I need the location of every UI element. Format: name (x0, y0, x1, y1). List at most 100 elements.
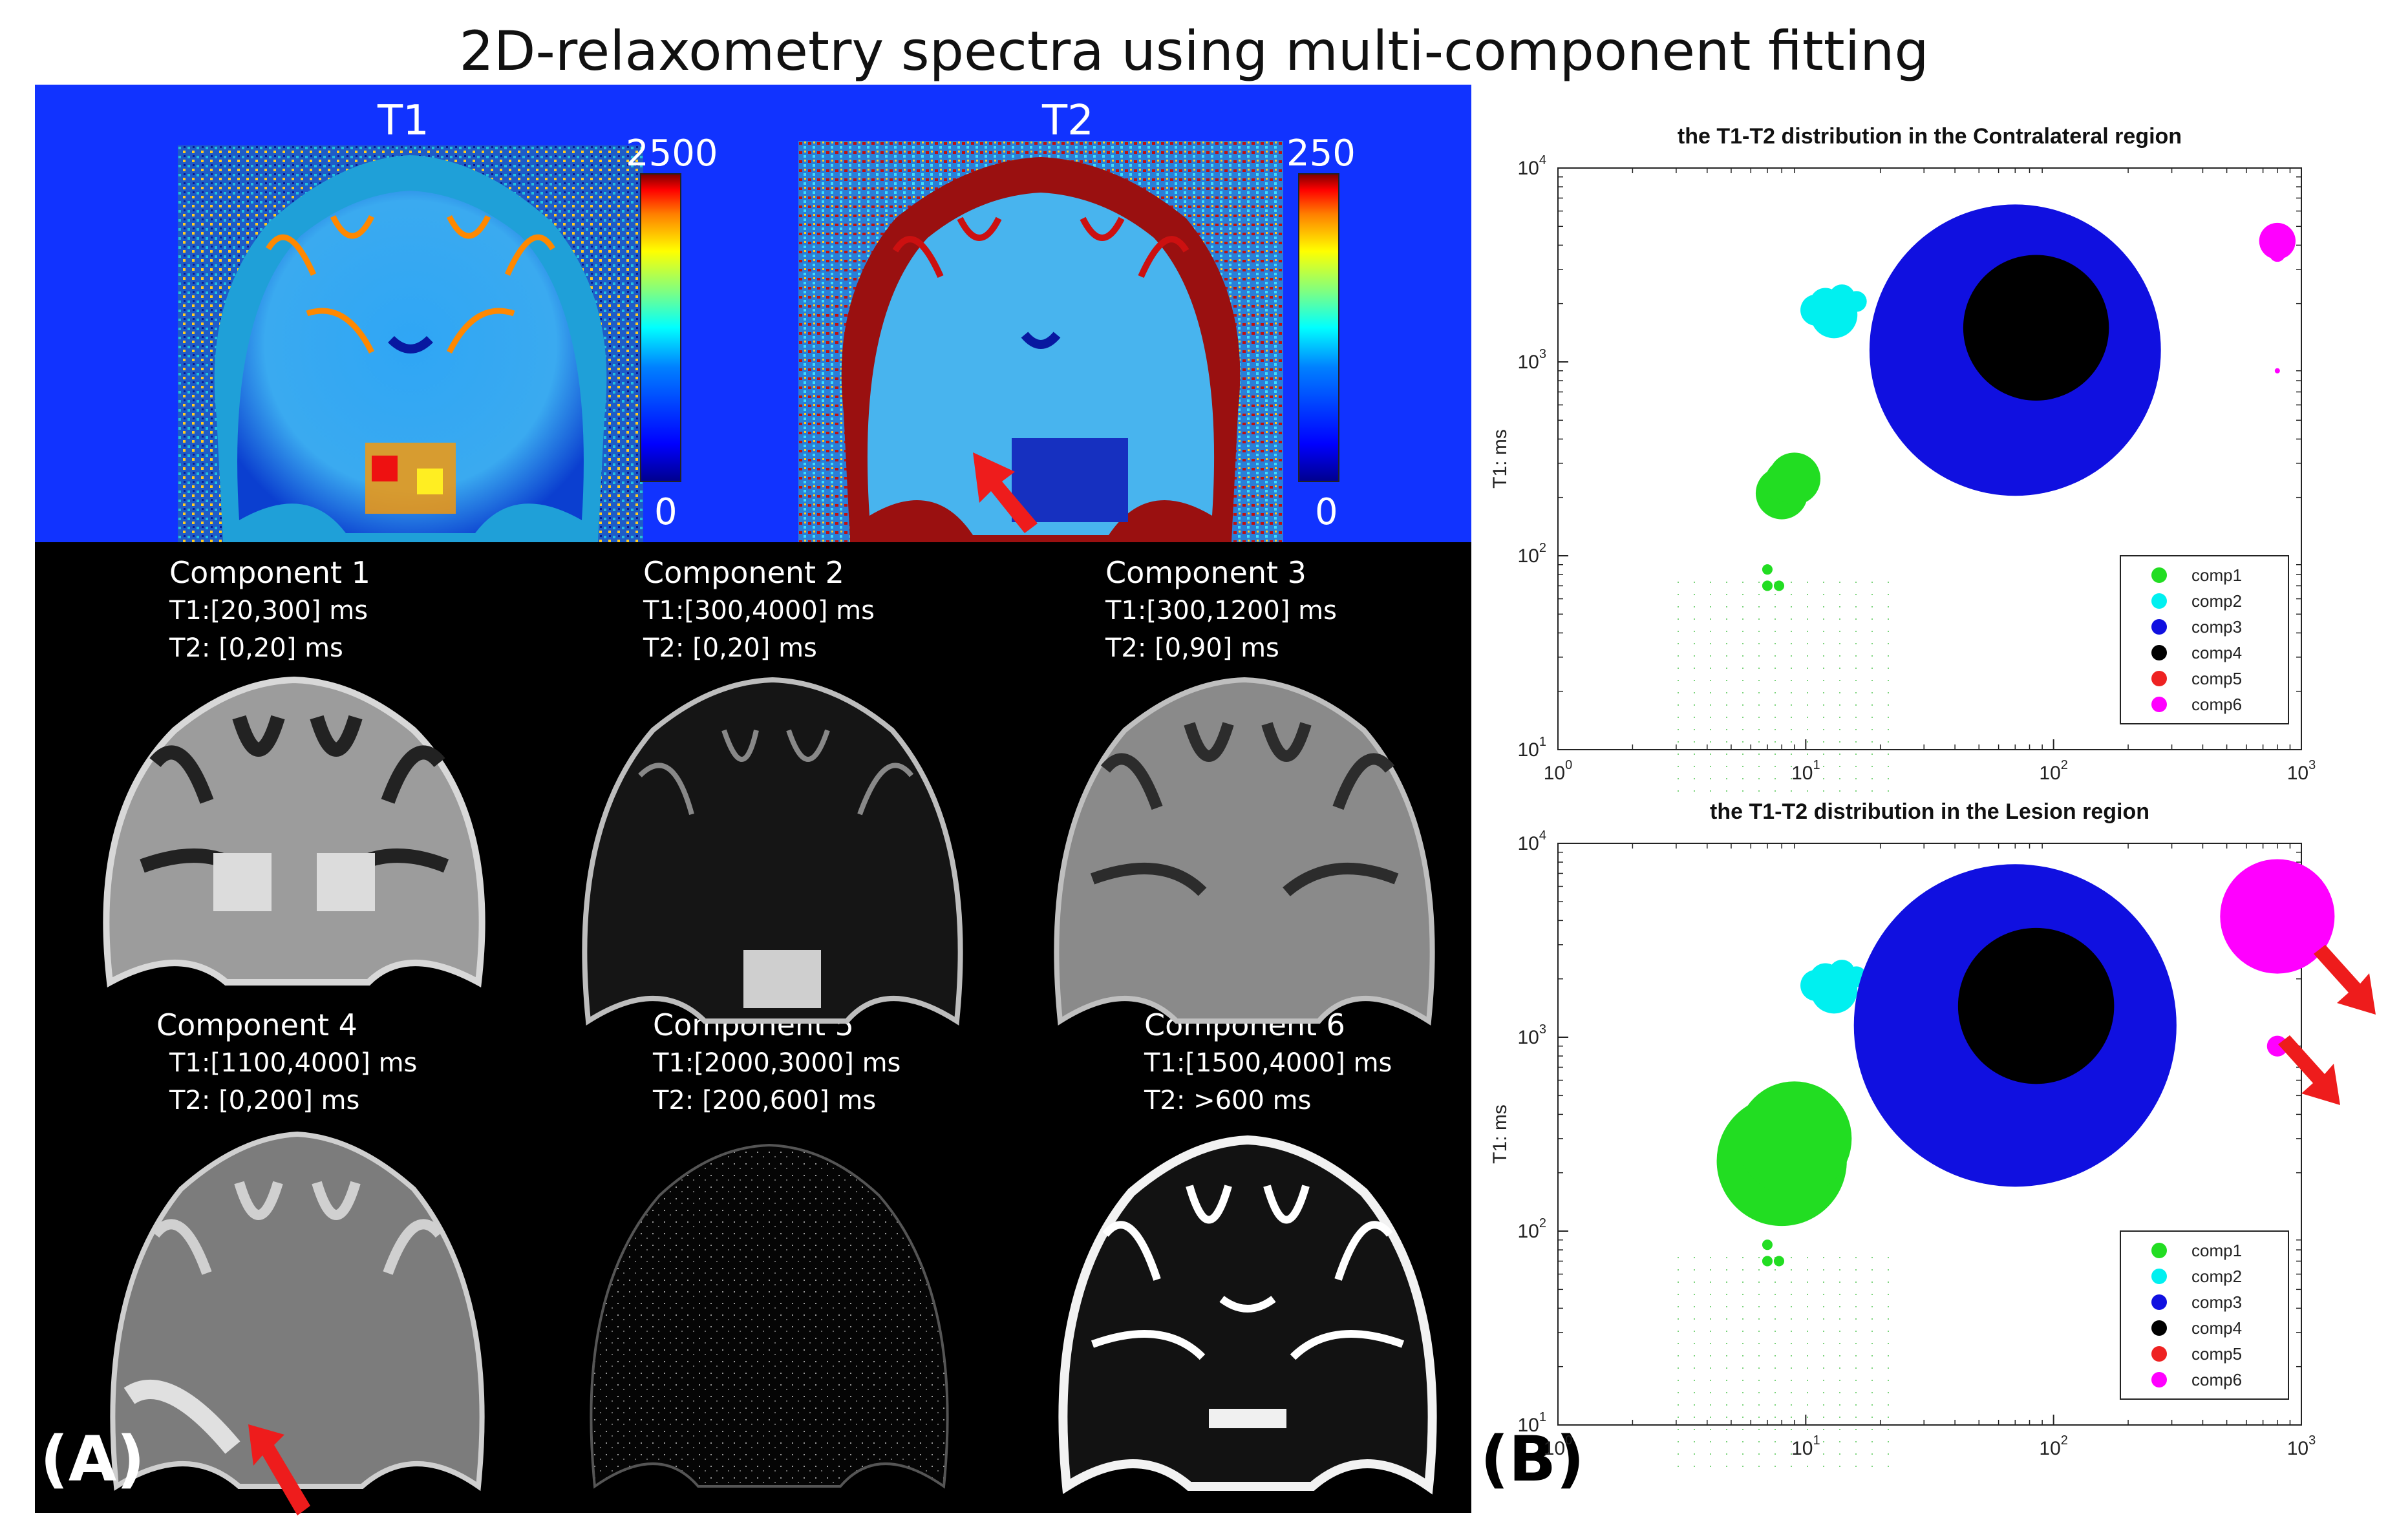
background-dot (1678, 704, 1679, 706)
background-dot (1742, 1343, 1743, 1344)
background-dot (1775, 1429, 1776, 1430)
background-dot (1726, 655, 1727, 657)
background-dot (1807, 582, 1808, 583)
background-dot (1694, 1404, 1695, 1406)
background-dot (1775, 668, 1776, 669)
component-4-t1-range: T1:[1100,4000] ms (169, 1048, 418, 1078)
y-tick-label: 104 (1518, 828, 1547, 854)
background-dot (1775, 582, 1776, 583)
y-tick-exponent: 2 (1539, 541, 1546, 555)
background-dot (1807, 1257, 1808, 1258)
background-dot (1726, 1466, 1727, 1467)
background-dot (1710, 1257, 1711, 1258)
background-dot (1888, 1404, 1889, 1406)
background-dot (1710, 1282, 1711, 1283)
background-dot (1775, 1269, 1776, 1271)
lesion-t1t2-plot: the T1-T2 distribution in the Lesion reg… (1489, 799, 2335, 1470)
background-dot (1807, 1306, 1808, 1307)
background-dot (1807, 1417, 1808, 1418)
background-dot (1775, 1355, 1776, 1356)
comp1-point (1762, 1239, 1773, 1250)
background-dot (1823, 582, 1824, 583)
background-dot (1823, 1429, 1824, 1430)
background-dot (1855, 1441, 1857, 1442)
component-5-brain-map (590, 1143, 949, 1489)
background-dot (1855, 631, 1857, 632)
background-dot (1888, 606, 1889, 607)
background-dot (1871, 1282, 1873, 1283)
background-dot (1871, 1367, 1873, 1369)
figure-title: 2D-relaxometry spectra using multi-compo… (459, 19, 1929, 83)
background-dot (1791, 766, 1792, 767)
y-tick-label: 103 (1518, 347, 1547, 373)
background-dot (1710, 1331, 1711, 1332)
comp1-point (1762, 564, 1773, 575)
background-dot (1855, 778, 1857, 779)
background-dot (1791, 655, 1792, 657)
background-dot (1758, 1269, 1760, 1271)
background-dot (1726, 1331, 1727, 1332)
background-dot (1710, 1318, 1711, 1320)
background-dot (1726, 1318, 1727, 1320)
background-dot (1871, 1453, 1873, 1455)
lesion-comp6-arrow-lower (2278, 1035, 2340, 1105)
legend-label-comp1: comp1 (2191, 565, 2242, 585)
background-dot (1742, 778, 1743, 779)
background-dot (1839, 1269, 1840, 1271)
background-dot (1871, 582, 1873, 583)
background-dot (1839, 754, 1840, 755)
background-dot (1855, 1294, 1857, 1295)
background-dot (1726, 1294, 1727, 1295)
background-dot (1678, 1343, 1679, 1344)
background-dot (1694, 1269, 1695, 1271)
background-dot (1888, 1417, 1889, 1418)
background-dot (1742, 1306, 1743, 1307)
background-dot (1678, 1453, 1679, 1455)
background-dot (1839, 631, 1840, 632)
background-dot (1871, 594, 1873, 595)
background-dot (1855, 1392, 1857, 1393)
background-dot (1694, 1392, 1695, 1393)
background-dot (1823, 1318, 1824, 1320)
background-dot (1871, 741, 1873, 743)
background-dot (1807, 1453, 1808, 1455)
background-dot (1710, 790, 1711, 792)
background-dot (1694, 717, 1695, 718)
background-dot (1742, 1453, 1743, 1455)
legend-label-comp2: comp2 (2191, 591, 2242, 611)
background-dot (1710, 1392, 1711, 1393)
background-dot (1678, 778, 1679, 779)
background-dot (1823, 1417, 1824, 1418)
background-dot (1742, 1380, 1743, 1381)
background-dot (1758, 618, 1760, 620)
background-dot (1726, 741, 1727, 743)
background-dot (1726, 754, 1727, 755)
background-dot (1791, 1417, 1792, 1418)
background-dot (1807, 729, 1808, 730)
background-dot (1758, 1294, 1760, 1295)
background-dot (1775, 1453, 1776, 1455)
background-dot (1775, 754, 1776, 755)
background-dot (1888, 704, 1889, 706)
comp6-point (2220, 859, 2335, 974)
legend-marker-comp4 (2151, 645, 2167, 660)
background-dot (1839, 668, 1840, 669)
background-dot (1710, 1294, 1711, 1295)
background-dot (1791, 729, 1792, 730)
background-dot (1888, 778, 1889, 779)
background-dot (1871, 1417, 1873, 1418)
background-dot (1726, 618, 1727, 620)
background-dot (1742, 704, 1743, 706)
background-dot (1888, 1318, 1889, 1320)
component-2-title: Component 2 (643, 555, 844, 590)
background-dot (1791, 1269, 1792, 1271)
background-dot (1758, 1282, 1760, 1283)
background-dot (1678, 1392, 1679, 1393)
background-dot (1694, 1429, 1695, 1430)
background-dot (1839, 1331, 1840, 1332)
legend-label-comp3: comp3 (2191, 617, 2242, 637)
background-dot (1694, 655, 1695, 657)
background-dot (1807, 655, 1808, 657)
background-dot (1855, 1331, 1857, 1332)
background-dot (1758, 1466, 1760, 1467)
